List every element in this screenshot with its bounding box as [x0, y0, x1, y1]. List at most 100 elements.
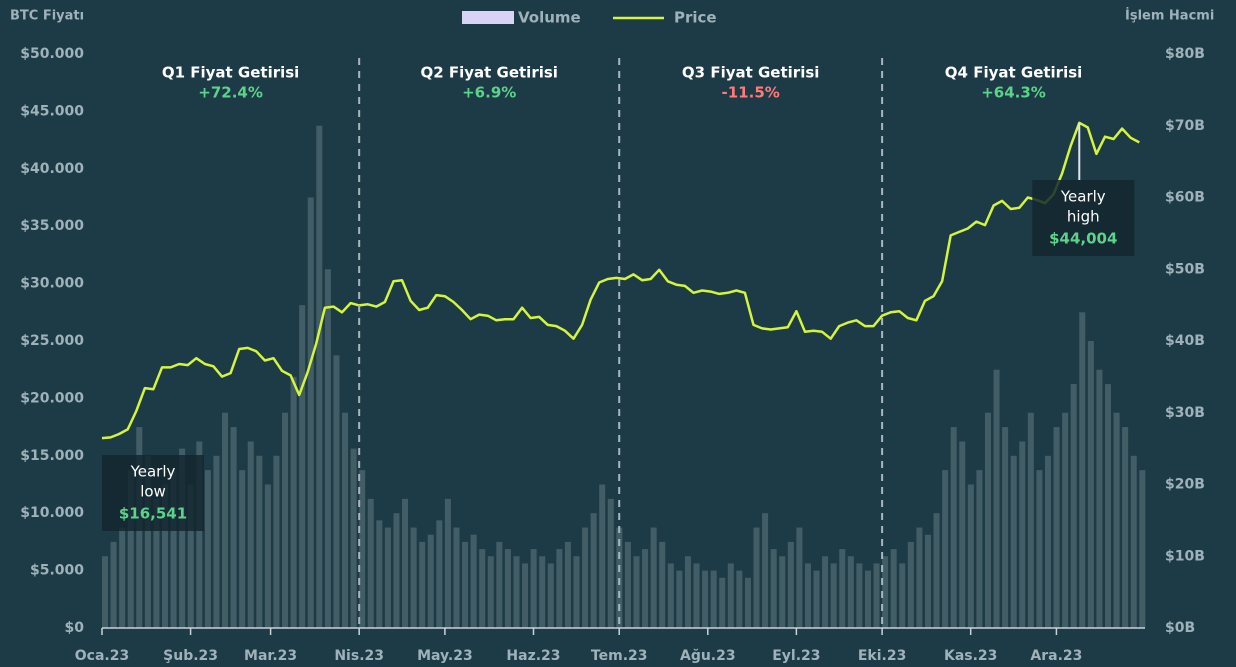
volume-bar [993, 369, 1000, 628]
volume-bar [942, 470, 949, 628]
y-tick-label: $20.000 [20, 390, 84, 406]
x-tick-label: Haz.23 [506, 648, 560, 664]
volume-bar [727, 563, 734, 628]
y2-tick-label: $80B [1165, 46, 1205, 62]
volume-bar [830, 563, 837, 628]
volume-bar [967, 484, 974, 628]
volume-bar [256, 455, 263, 628]
volume-bar [564, 541, 571, 628]
annotation-text: low [140, 483, 166, 501]
volume-bar [676, 570, 683, 628]
annotation-value: $16,541 [119, 505, 187, 523]
annotation-text: Yearly [1060, 188, 1106, 206]
volume-bar [350, 448, 357, 628]
volume-bar [702, 570, 709, 628]
volume-bar [299, 305, 306, 628]
volume-bar [264, 484, 271, 628]
volume-bar [1036, 470, 1043, 628]
annotation-value: $44,004 [1049, 230, 1117, 248]
volume-bar [522, 563, 529, 628]
legend-label: Price [674, 9, 717, 27]
x-tick-label: Nis.23 [334, 648, 384, 664]
volume-bar [307, 197, 314, 628]
volume-bar [444, 498, 451, 628]
quarter-title: Q2 Fiyat Getirisi [420, 64, 558, 82]
volume-bar [1044, 455, 1051, 628]
volume-bar [513, 556, 520, 628]
volume-bar [984, 412, 991, 628]
volume-bar [1053, 427, 1060, 628]
volume-bar [427, 534, 434, 628]
volume-bar [667, 563, 674, 628]
y2-tick-label: $50B [1165, 261, 1205, 277]
volume-bar [496, 541, 503, 628]
volume-bar [102, 556, 109, 628]
volume-bar [582, 527, 589, 628]
x-tick-label: Mar.23 [244, 648, 297, 664]
y-tick-label: $30.000 [20, 276, 84, 292]
volume-bar [779, 556, 786, 628]
volume-bar [282, 412, 289, 628]
volume-bar [547, 563, 554, 628]
x-tick-label: Eyl.23 [772, 648, 820, 664]
volume-bar [847, 556, 854, 628]
volume-bar [856, 563, 863, 628]
volume-bar [539, 556, 546, 628]
y-tick-label: $0 [65, 620, 85, 636]
volume-bar [624, 541, 631, 628]
volume-bar [470, 534, 477, 628]
volume-bar [762, 513, 769, 628]
volume-bar [479, 549, 486, 628]
volume-bar [710, 570, 717, 628]
volume-bar [796, 527, 803, 628]
volume-bar [402, 498, 409, 628]
volume-bar [1096, 369, 1103, 628]
volume-bar [196, 441, 203, 628]
legend-label: Volume [518, 9, 581, 27]
volume-bar [359, 470, 366, 628]
volume-bar [659, 541, 666, 628]
volume-bar [1062, 412, 1069, 628]
volume-bar [813, 570, 820, 628]
volume-bar [393, 513, 400, 628]
volume-bar [633, 556, 640, 628]
volume-bar [179, 448, 186, 628]
volume-bar [1113, 412, 1120, 628]
volume-bar [153, 498, 160, 628]
volume-bar [273, 455, 280, 628]
volume-bar [642, 549, 649, 628]
volume-bar [822, 556, 829, 628]
volume-bar [436, 520, 443, 628]
volume-bar [333, 355, 340, 628]
volume-bar [119, 527, 126, 628]
volume-bar [316, 125, 323, 628]
annotation-text: high [1067, 208, 1100, 226]
volume-bar [247, 441, 254, 628]
volume-bar [873, 563, 880, 628]
volume-bar [976, 470, 983, 628]
y-tick-label: $35.000 [20, 218, 84, 234]
volume-bar [616, 527, 623, 628]
volume-bar [239, 470, 246, 628]
volume-bar [650, 527, 657, 628]
volume-bar [864, 570, 871, 628]
volume-bar [693, 563, 700, 628]
y2-tick-label: $0B [1165, 620, 1195, 636]
volume-bar [890, 549, 897, 628]
volume-bar [342, 412, 349, 628]
y2-tick-label: $60B [1165, 190, 1205, 206]
volume-bar [110, 541, 117, 628]
y2-tick-label: $40B [1165, 333, 1205, 349]
x-tick-label: Ara.23 [1030, 648, 1082, 664]
volume-bar [1070, 384, 1077, 628]
annotation-box [1032, 180, 1135, 256]
y-tick-label: $15.000 [20, 448, 84, 464]
y2-tick-label: $10B [1165, 548, 1205, 564]
volume-bar [290, 376, 297, 628]
quarter-return: +64.3% [981, 84, 1046, 102]
volume-bar [127, 470, 134, 628]
volume-bar [504, 549, 511, 628]
volume-bar [736, 570, 743, 628]
x-tick-label: Kas.23 [944, 648, 997, 664]
quarter-return: +6.9% [462, 84, 516, 102]
